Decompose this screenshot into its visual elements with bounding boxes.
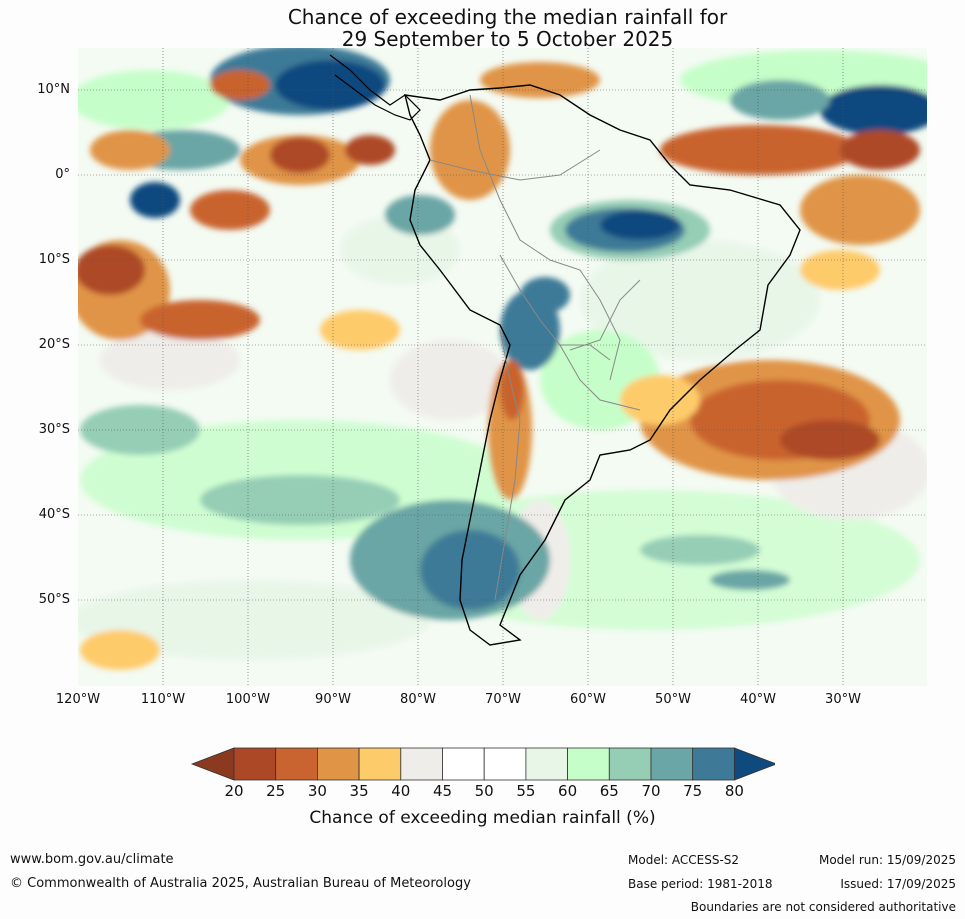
graticule	[78, 48, 927, 686]
map-title-line1: Chance of exceeding the median rainfall …	[287, 5, 728, 29]
rainfall-map	[78, 48, 927, 686]
colorbar-segment	[692, 747, 735, 781]
colorbar-segment	[400, 747, 443, 781]
issued-text: Issued: 17/09/2025	[840, 877, 956, 891]
colorbar-segment	[483, 747, 527, 781]
colorbar-segment	[275, 747, 318, 781]
colorbar-label: Chance of exceeding median rainfall (%)	[309, 808, 656, 828]
lon-label-50w: 50°W	[655, 692, 691, 707]
colorbar-arrow-low	[190, 747, 235, 781]
south-america-coastline	[404, 84, 801, 646]
colorbar-tick-label: 30	[307, 782, 327, 800]
lon-label-120w: 120°W	[55, 692, 101, 707]
model-text: Model: ACCESS-S2	[628, 853, 740, 867]
colorbar-arrow-high	[734, 747, 775, 781]
lat-label-0: 0°	[55, 167, 70, 182]
colorbar-tick-label: 55	[516, 782, 536, 800]
colorbar-segment	[567, 747, 610, 781]
colorbar-tick-label: 75	[683, 782, 703, 800]
colorbar-segment	[317, 747, 360, 781]
colorbar-segment	[525, 747, 568, 781]
lat-label-40s: 40°S	[38, 507, 70, 522]
lon-label-30w: 30°W	[825, 692, 861, 707]
base-period-text: Base period: 1981-2018	[628, 877, 773, 891]
lat-label-10n: 10°N	[37, 82, 70, 97]
copyright-text: © Commonwealth of Australia 2025, Austra…	[10, 876, 471, 891]
colorbar-segment	[650, 747, 694, 781]
colorbar-segment	[358, 747, 402, 781]
disclaimer-text: Boundaries are not considered authoritat…	[690, 900, 956, 914]
colorbar	[190, 747, 775, 781]
colorbar-tick-label: 50	[474, 782, 494, 800]
site-url: www.bom.gov.au/climate	[10, 852, 174, 867]
lon-label-70w: 70°W	[485, 692, 521, 707]
map-title-line2: 29 September to 5 October 2025	[341, 27, 674, 51]
colorbar-tick-label: 25	[266, 782, 286, 800]
model-run-text: Model run: 15/09/2025	[818, 853, 956, 867]
colorbar-tick-label: 45	[432, 782, 453, 800]
colorbar-tick-label: 40	[391, 782, 411, 800]
colorbar-segment	[608, 747, 652, 781]
colorbar-tick-label: 35	[349, 782, 369, 800]
lon-label-110w: 110°W	[140, 692, 186, 707]
lat-label-20s: 20°S	[38, 337, 70, 352]
lon-label-40w: 40°W	[740, 692, 776, 707]
colorbar-tick-label: 20	[224, 782, 244, 800]
colorbar-tick-label: 60	[558, 782, 578, 800]
lat-label-10s: 10°S	[38, 252, 70, 267]
lat-label-50s: 50°S	[38, 592, 70, 607]
colorbar-tick-label: 65	[599, 782, 619, 800]
colorbar-segment	[233, 747, 277, 781]
colorbar-segment	[442, 747, 485, 781]
central-america-coastline	[329, 54, 421, 121]
lon-label-90w: 90°W	[315, 692, 351, 707]
country-borders	[429, 94, 641, 601]
lon-label-80w: 80°W	[400, 692, 436, 707]
lon-label-60w: 60°W	[570, 692, 606, 707]
colorbar-tick-label: 70	[641, 782, 661, 800]
colorbar-tick-label: 80	[724, 782, 744, 800]
lon-label-100w: 100°W	[225, 692, 271, 707]
lat-label-30s: 30°S	[38, 422, 70, 437]
